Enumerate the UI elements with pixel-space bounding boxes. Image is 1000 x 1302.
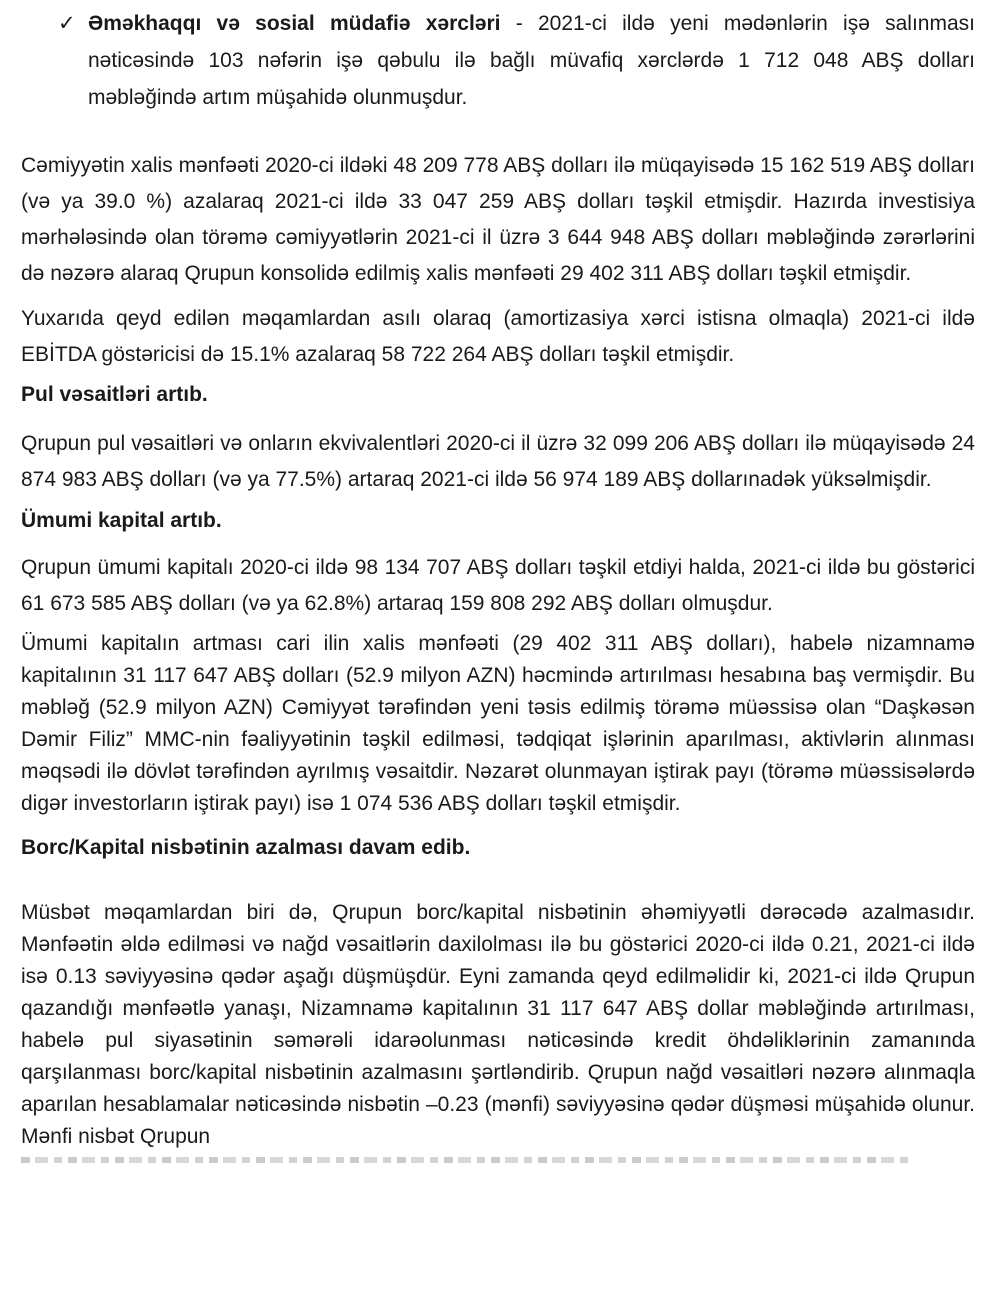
heading-cash-increased: Pul vəsaitləri artıb. [21, 383, 208, 406]
paragraph-equity: Qrupun ümumi kapitalı 2020-ci ildə 98 13… [21, 556, 975, 615]
bullet-paragraph: Əməkhaqqı və sosial müdafiə xərcləri - 2… [88, 5, 975, 116]
paragraph-net-profit: Cəmiyyətin xalis mənfəəti 2020-ci ildəki… [21, 154, 975, 285]
bullet-bold-lead: Əməkhaqqı və sosial müdafiə xərcləri [88, 12, 501, 35]
bullet-item: ✓ Əməkhaqqı və sosial müdafiə xərcləri -… [21, 5, 975, 116]
paragraph-equity-detail: Ümumi kapitalın artması cari ilin xalis … [21, 632, 975, 815]
paragraph-ebitda: Yuxarıda qeyd edilən məqamlardan asılı o… [21, 307, 975, 366]
checkmark-bullet-icon: ✓ [58, 12, 76, 35]
paragraph-cash: Qrupun pul vəsaitləri və onların ekvival… [21, 432, 975, 491]
paragraph-debt-capital: Müsbət məqamlardan biri də, Qrupun borc/… [21, 901, 975, 1148]
bullet-body-text: - 2021-ci ildə yeni mədənlərin işə salın… [88, 12, 975, 109]
clipped-next-line [21, 1157, 909, 1163]
heading-equity-increased: Ümumi kapital artıb. [21, 509, 222, 532]
heading-debt-capital-ratio: Borc/Kapital nisbətinin azalması davam e… [21, 836, 471, 859]
